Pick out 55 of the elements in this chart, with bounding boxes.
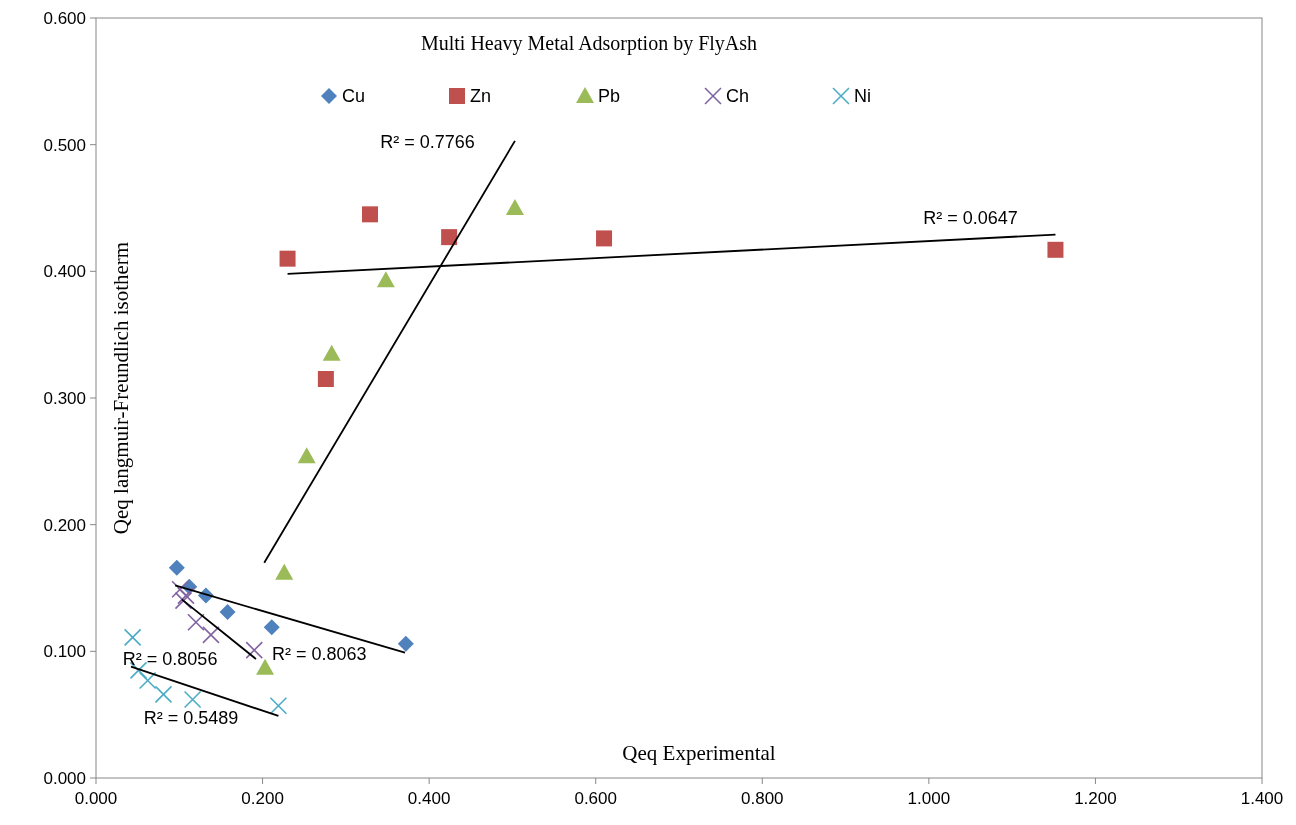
legend-label: Cu	[342, 86, 366, 107]
legend-label: Pb	[598, 86, 621, 107]
x-tick-label: 1.400	[1240, 789, 1284, 808]
point	[397, 635, 414, 652]
x-axis-title: Qeq Experimental	[622, 741, 776, 765]
annotation: R² = 0.8056	[122, 649, 218, 670]
point	[245, 641, 264, 659]
point	[317, 371, 334, 387]
x-tick-label: 1.000	[907, 789, 951, 808]
point	[219, 604, 236, 621]
y-axis-title: Qeq langmuir-Freundlich isotherm	[109, 241, 133, 535]
legend-label: Zn	[470, 86, 492, 107]
point	[275, 563, 294, 580]
point	[183, 690, 202, 709]
point	[256, 658, 275, 675]
x-tick-label: 0.600	[574, 789, 617, 808]
point	[297, 447, 316, 464]
point	[596, 230, 613, 247]
point	[263, 619, 280, 636]
point	[187, 613, 205, 631]
annotation: R² = 0.5489	[143, 707, 239, 728]
x-tick-label: 0.800	[741, 789, 784, 808]
point	[123, 628, 142, 647]
y-tick-label: 0.300	[43, 388, 86, 408]
point	[202, 626, 220, 644]
point	[505, 199, 524, 215]
x-tick-label: 0.000	[74, 789, 118, 808]
point	[362, 206, 379, 223]
x-tick-label: 0.200	[241, 789, 284, 808]
point	[279, 250, 296, 267]
point	[269, 697, 288, 715]
y-tick-label: 0.200	[43, 515, 86, 535]
annotation: R² = 0.7766	[380, 132, 475, 153]
point	[171, 580, 189, 599]
y-tick-label: 0.000	[43, 768, 86, 788]
legend-label: Ni	[854, 86, 871, 107]
point	[174, 591, 193, 610]
point	[168, 559, 185, 576]
y-tick-label: 0.600	[43, 8, 86, 28]
point	[441, 229, 458, 246]
y-tick-label: 0.100	[43, 642, 86, 662]
annotation: R² = 0.0647	[923, 208, 1018, 229]
point	[376, 271, 395, 288]
point	[138, 671, 157, 690]
point	[1047, 241, 1064, 258]
x-tick-label: 1.200	[1074, 789, 1117, 808]
annotation: R² = 0.8063	[271, 644, 367, 665]
point	[154, 685, 173, 704]
text: Multi Heavy Metal Adsorption by FlyAsh	[420, 32, 758, 55]
point	[322, 344, 341, 361]
legend-label: Ch	[726, 86, 750, 107]
point	[177, 586, 195, 605]
y-tick-label: 0.400	[43, 262, 86, 282]
x-tick-label: 0.400	[407, 789, 451, 808]
y-tick-label: 0.500	[43, 135, 86, 155]
